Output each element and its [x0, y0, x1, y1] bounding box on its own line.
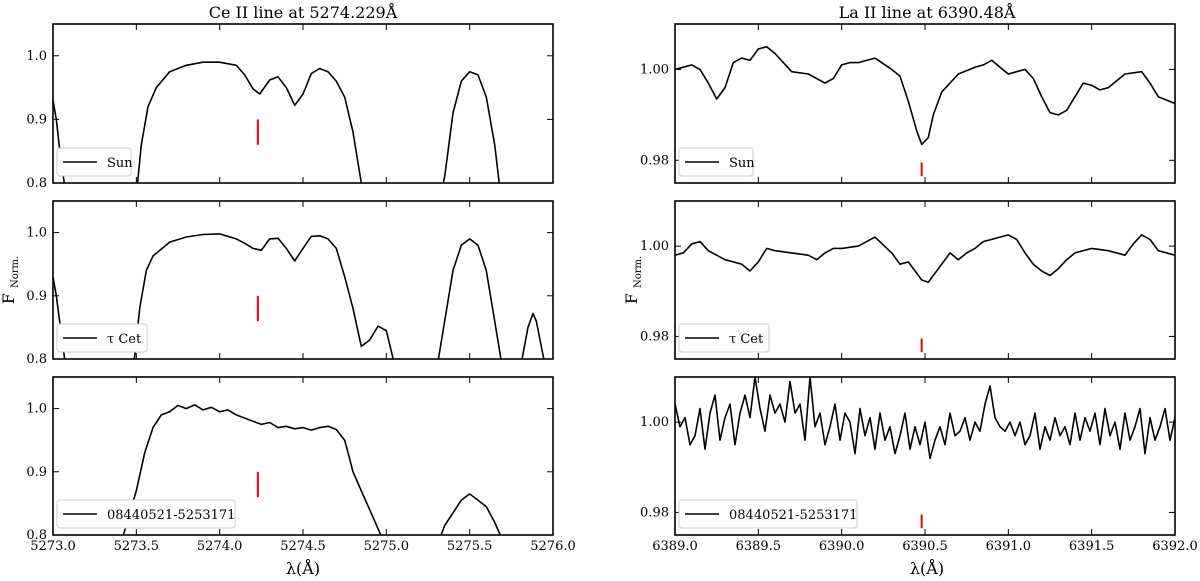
left-y-axis-label-sub: Norm. [10, 256, 21, 288]
panel-0-2-xtick-label: 5276.0 [530, 539, 576, 554]
panel-1-2-xtick-label: 6389.0 [652, 539, 698, 554]
panel-0-0-series-0-segment-0 [53, 100, 66, 183]
panel-0-1-series-0-segment-3 [521, 312, 545, 359]
panel-0-1-legend [56, 323, 148, 353]
panel-0-2-xtick-label: 5274.5 [280, 539, 326, 554]
panel-0-2-xtick-label: 5275.0 [364, 539, 410, 554]
panel-0-0-legend-label: Sun [107, 156, 133, 171]
panel-1-2-xtick-label: 6389.5 [736, 539, 782, 554]
panel-1-2-xtick-label: 6392.0 [1152, 539, 1198, 554]
panel-0-1-series [53, 233, 545, 359]
panel-1-0-legend-label: Sun [729, 156, 755, 171]
panel-0-0-ytick-label: 1.0 [26, 49, 47, 64]
panel-1-0: 0.98 1.00 Sun [640, 23, 1176, 184]
panel-0-1-legend-label: τ Cet [107, 332, 142, 347]
panel-1-2-legend-label: 08440521-5253171 [729, 508, 857, 523]
panel-1-2-xtick-label: 6390.5 [902, 539, 948, 554]
panel-0-2-xtick-label: 5275.5 [447, 539, 493, 554]
panel-1-0-series [675, 45, 1175, 146]
left-y-axis-label: F Norm. [0, 256, 21, 304]
panel-1-2-xtick-label: 6391.5 [1069, 539, 1115, 554]
panel-0-1-ytick-label: 1.0 [26, 226, 47, 241]
panel-0-2-xtick-label: 5273.0 [30, 539, 76, 554]
panel-0-1-series-0-segment-2 [437, 238, 502, 359]
panel-1-2-ytick-label: 0.98 [640, 505, 669, 520]
panel-0-2-series-0-segment-0 [122, 404, 382, 535]
panel-0-2-xtick-label: 5274.0 [197, 539, 243, 554]
panel-1-2: 0.98 1.00 6389.0 6389.5 6390.0 6390.5 6391.0 63… [640, 376, 1198, 554]
panel-1-1-legend [678, 323, 770, 353]
panel-0-0-series-0-segment-2 [442, 70, 501, 183]
panel-0-0-series-0-segment-1 [136, 61, 363, 183]
right-y-axis-label: F Norm. [622, 256, 644, 304]
panel-1-0-series-0-segment-0 [675, 45, 1175, 146]
panel-1-1: 0.98 1.00 τ Cet [640, 200, 1176, 360]
panel-0-0: 0.8 0.9 1.0 Sun [26, 23, 554, 191]
panel-0-2-ytick-label: 0.9 [26, 465, 47, 480]
panel-1-0-ytick-label: 0.98 [640, 153, 669, 168]
panel-0-2-ytick-label: 0.8 [26, 528, 47, 543]
panel-1-2-series [675, 377, 1175, 460]
panel-1-2-series-0-segment-0 [675, 377, 1175, 460]
panel-0-2-xtick-label: 5273.5 [114, 539, 160, 554]
panel-0-2-series [122, 404, 502, 535]
left-x-axis-label: λ(Å) [286, 558, 320, 578]
right-column-title: La II line at 6390.48Å [839, 2, 1016, 22]
panel-1-2-legend [678, 499, 858, 529]
panel-0-1-series-0-segment-0 [53, 276, 66, 359]
panel-0-1-ytick-label: 0.8 [26, 352, 47, 367]
right-y-axis-label-main: F [622, 293, 641, 304]
panel-1-0-ytick-label: 1.00 [640, 62, 669, 77]
panel-0-1-ytick-label: 0.9 [26, 289, 47, 304]
panel-1-1-series [675, 234, 1175, 284]
panel-0-2-series-0-segment-1 [440, 493, 502, 535]
panel-0-2-legend-label: 08440521-5253171 [107, 508, 235, 523]
panel-0-2-ytick-label: 1.0 [26, 402, 47, 417]
panel-1-2-xtick-label: 6390.0 [819, 539, 865, 554]
panel-0-1: 0.8 0.9 1.0 τ Cet [26, 200, 554, 367]
panel-1-2-ytick-label: 1.00 [640, 415, 669, 430]
panel-1-1-ytick-label: 1.00 [640, 239, 669, 254]
panel-0-0-ytick-label: 0.9 [26, 112, 47, 127]
panel-0-2: 0.8 0.9 1.0 5273.0 5273.5 5274.0 5274.5 5275.0 5… [26, 376, 576, 554]
left-y-axis-label-main: F [0, 293, 18, 304]
panel-1-1-ytick-label: 0.98 [640, 329, 669, 344]
panel-0-2-legend [56, 499, 236, 529]
left-column-title: Ce II line at 5274.229Å [209, 2, 398, 22]
panel-1-1-series-0-segment-0 [675, 234, 1175, 284]
panels: 0.8 0.9 1.0 Sun 0.8 0.9 1.0 τ Cet 0.8 0.9 1.0 5273.… [26, 23, 1198, 554]
right-y-axis-label-sub: Norm. [633, 256, 644, 288]
panel-1-1-legend-label: τ Cet [729, 332, 764, 347]
panel-0-0-series [53, 61, 501, 183]
panel-0-1-series-0-segment-1 [133, 233, 394, 359]
right-x-axis-label: λ(Å) [910, 558, 944, 578]
panel-0-0-ytick-label: 0.8 [26, 176, 47, 191]
panel-1-2-xtick-label: 6391.0 [986, 539, 1032, 554]
